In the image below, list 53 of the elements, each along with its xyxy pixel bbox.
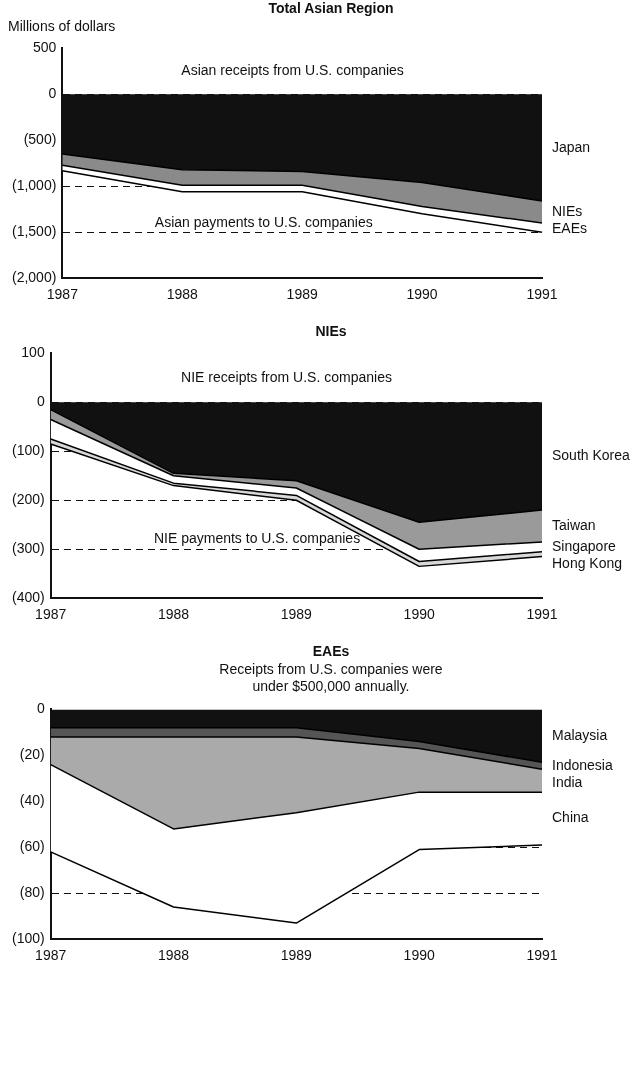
x-tick-label: 1990: [403, 606, 435, 623]
series-label: Hong Kong: [552, 554, 623, 571]
y-tick-label: (400): [12, 589, 45, 606]
y-tick-label: (100): [12, 442, 45, 459]
y-tick-label: (500): [23, 131, 57, 148]
x-tick-label: 1991: [526, 947, 558, 964]
x-tick-label: 1987: [35, 606, 67, 623]
series-label: Singapore: [552, 537, 617, 554]
x-tick-label: 1991: [526, 606, 558, 623]
annotation: NIE payments to U.S. companies: [153, 530, 361, 547]
x-tick-label: 1990: [403, 947, 435, 964]
y-tick-label: (300): [12, 540, 45, 557]
y-tick-label: (200): [12, 491, 45, 508]
x-tick-label: 1987: [46, 286, 79, 303]
chart-title: Total Asian Region: [267, 0, 395, 16]
series-label: China: [552, 809, 589, 826]
annotation: Asian receipts from U.S. companies: [181, 62, 404, 79]
annotation: Asian payments to U.S. companies: [154, 213, 373, 230]
chart-title: NIEs: [314, 323, 348, 339]
chart-title: EAEs: [311, 643, 351, 659]
x-tick-label: 1990: [406, 286, 438, 303]
y-tick-label: (1,000): [12, 177, 57, 194]
y-tick-label: 0: [48, 85, 57, 102]
y-tick-label: (40): [19, 792, 45, 809]
y-tick-label: 500: [33, 39, 57, 56]
series-label: Malaysia: [552, 726, 608, 743]
series-label: Indonesia: [552, 756, 613, 773]
annotation: NIE receipts from U.S. companies: [181, 368, 392, 385]
x-tick-label: 1988: [166, 286, 199, 303]
x-tick-label: 1989: [286, 286, 318, 303]
series-label: EAEs: [552, 219, 588, 236]
x-tick-label: 1988: [157, 606, 190, 623]
x-tick-label: 1988: [157, 947, 190, 964]
series-label: Japan: [552, 138, 591, 155]
series-label: Taiwan: [552, 516, 596, 533]
y-tick-label: 0: [36, 700, 45, 717]
series-label: South Korea: [552, 447, 631, 464]
x-tick-label: 1987: [35, 947, 67, 964]
series-label: NIEs: [552, 202, 583, 219]
series-label: India: [552, 773, 583, 790]
y-tick-label: (2,000): [12, 269, 57, 286]
y-tick-label: (80): [19, 884, 45, 901]
y-tick-label: (1,500): [12, 223, 57, 240]
y-tick-label: 100: [21, 344, 45, 361]
chart-subtitle: Receipts from U.S. companies were under $500,000 annually.: [218, 661, 444, 695]
y-tick-label: (60): [19, 838, 45, 855]
x-tick-label: 1989: [280, 606, 313, 623]
y-tick-label: (20): [19, 746, 45, 763]
x-tick-label: 1989: [280, 947, 313, 964]
y-tick-label: 0: [36, 393, 45, 410]
y-tick-label: (100): [12, 930, 45, 947]
x-tick-label: 1991: [526, 286, 558, 303]
y-axis-title: Millions of dollars: [7, 18, 117, 34]
